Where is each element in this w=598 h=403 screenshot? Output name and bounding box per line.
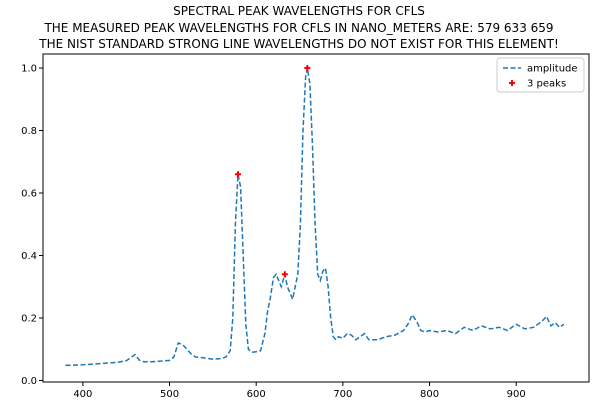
legend: amplitude 3 peaks — [496, 57, 585, 93]
legend-swatch-peaks — [509, 80, 515, 86]
y-tick-label: 0.2 — [21, 313, 37, 324]
x-tick-label: 600 — [247, 389, 266, 400]
y-axis: 0.0 0.2 0.4 0.6 0.8 1.0 — [21, 64, 43, 387]
chart-subtitle-nist: THE NIST STANDARD STRONG LINE WAVELENGTH… — [39, 37, 559, 51]
x-tick-label: 400 — [73, 389, 92, 400]
peak-marker — [235, 171, 241, 178]
series-line-amplitude — [65, 67, 565, 367]
plot-marks — [65, 65, 565, 367]
x-axis: 400 500 600 700 800 900 — [73, 382, 526, 400]
legend-label-peaks: 3 peaks — [527, 79, 566, 90]
peak-marker — [281, 271, 288, 278]
y-tick-label: 0.0 — [21, 376, 37, 387]
x-tick-label: 900 — [507, 389, 526, 400]
y-tick-label: 0.6 — [21, 189, 37, 200]
x-tick-label: 800 — [420, 389, 439, 400]
chart-subtitle-measured: THE MEASURED PEAK WAVELENGTHS FOR CFLS I… — [44, 21, 554, 35]
axes-frame — [42, 53, 590, 383]
x-tick-label: 700 — [333, 389, 352, 400]
y-tick-label: 1.0 — [21, 64, 37, 75]
legend-box — [496, 57, 585, 93]
legend-label-amplitude: amplitude — [527, 64, 578, 75]
x-tick-label: 500 — [160, 389, 179, 400]
chart-title: SPECTRAL PEAK WAVELENGTHS FOR CFLS — [173, 4, 425, 18]
y-tick-label: 0.4 — [21, 251, 37, 262]
peak-marker — [304, 65, 311, 72]
y-tick-label: 0.8 — [21, 126, 37, 137]
